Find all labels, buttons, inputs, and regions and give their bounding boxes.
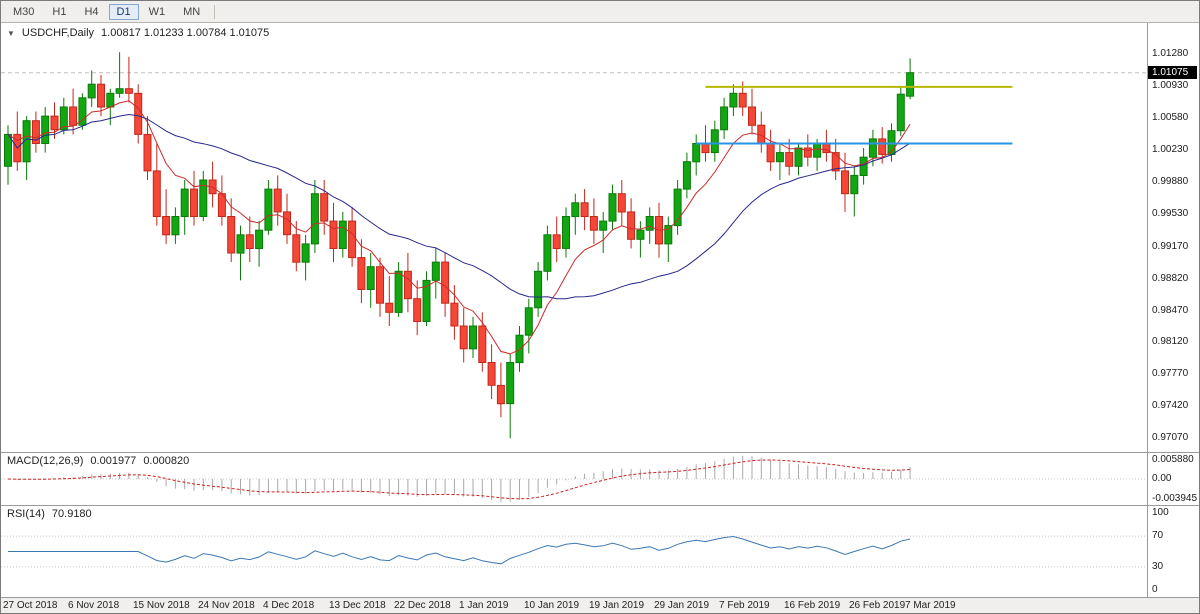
date-tick-label: 7 Feb 2019	[719, 600, 770, 611]
axis-tick-label: 0.98820	[1152, 272, 1189, 284]
axis-tick-label: 1.00930	[1152, 79, 1189, 91]
date-tick-label: 7 Mar 2019	[905, 600, 956, 611]
date-tick-label: 16 Feb 2019	[784, 600, 841, 611]
date-tick-label: 15 Nov 2018	[133, 600, 190, 611]
rsi-header: RSI(14) 70.9180	[7, 508, 92, 520]
macd-axis: 0.005880 0.00 -0.003945	[1147, 453, 1199, 505]
rsi-panel: 100 70 30 0 RSI(14) 70.9180	[1, 505, 1199, 597]
date-tick-label: 13 Dec 2018	[329, 600, 386, 611]
chart-header: ▼ USDCHF,Daily 1.00817 1.01233 1.00784 1…	[7, 27, 269, 39]
time-axis: 27 Oct 2018 6 Nov 2018 15 Nov 2018 24 Nov 2…	[1, 597, 1199, 613]
axis-tick-label: 30	[1152, 560, 1164, 572]
axis-tick-label: 1.00580	[1152, 111, 1189, 123]
axis-tick-label: 0	[1152, 584, 1158, 595]
date-tick-label: 22 Dec 2018	[394, 600, 451, 611]
timeframe-button-m30[interactable]: M30	[5, 4, 42, 20]
axis-tick-label: 0.99530	[1152, 207, 1189, 219]
rsi-axis: 100 70 30 0	[1147, 506, 1199, 597]
price-axis: 1.01280 1.00930 1.00580 1.00230 0.99880 0.995…	[1147, 23, 1199, 452]
macd-label: MACD(12,26,9)	[7, 455, 84, 467]
date-tick-label: 19 Jan 2019	[589, 600, 645, 611]
timeframe-button-mn[interactable]: MN	[175, 4, 208, 20]
price-chart-panel: 1.01280 1.00930 1.00580 1.00230 0.99880 0.995…	[1, 23, 1199, 452]
collapse-triangle-icon[interactable]: ▼	[7, 28, 15, 38]
date-tick-label: 26 Feb 2019	[849, 600, 906, 611]
axis-tick-label: 100	[1152, 507, 1169, 518]
current-price-badge: 1.01075	[1148, 66, 1197, 79]
macd-plot[interactable]	[1, 453, 1147, 505]
axis-tick-label: 1.00230	[1152, 143, 1189, 155]
ohlc-readout: 1.00817 1.01233 1.00784 1.01075	[101, 27, 270, 39]
axis-tick-label: 70	[1152, 530, 1164, 542]
date-tick-label: 1 Jan 2019	[459, 600, 509, 611]
timeframe-toolbar: M30 H1 H4 D1 W1 MN	[1, 1, 1199, 23]
timeframe-button-d1[interactable]: D1	[108, 3, 139, 20]
axis-tick-label: 0.00	[1152, 472, 1172, 484]
date-tick-label: 4 Dec 2018	[263, 600, 315, 611]
axis-tick-label: 0.97420	[1152, 400, 1189, 412]
rsi-label: RSI(14)	[7, 508, 45, 520]
axis-tick-label: 1.01280	[1152, 48, 1189, 60]
candlestick-chart[interactable]	[1, 23, 1147, 452]
rsi-value: 70.9180	[51, 508, 92, 520]
axis-tick-label: -0.003945	[1152, 493, 1198, 504]
macd-signal-value: 0.000820	[143, 455, 190, 467]
axis-tick-label: 0.97070	[1152, 432, 1189, 444]
symbol-timeframe-label: USDCHF,Daily	[21, 27, 95, 39]
date-tick-label: 6 Nov 2018	[68, 600, 120, 611]
macd-header: MACD(12,26,9) 0.001977 0.000820	[7, 455, 189, 467]
axis-tick-label: 0.005880	[1152, 454, 1194, 465]
timeframe-button-h1[interactable]: H1	[44, 4, 74, 20]
axis-tick-label: 0.99170	[1152, 240, 1189, 252]
axis-tick-label: 0.98120	[1152, 336, 1189, 348]
date-tick-label: 27 Oct 2018	[3, 600, 58, 611]
toolbar-divider	[214, 4, 216, 19]
date-tick-label: 29 Jan 2019	[654, 600, 710, 611]
timeframe-button-h4[interactable]: H4	[76, 4, 106, 20]
date-tick-label: 10 Jan 2019	[524, 600, 580, 611]
timeframe-button-w1[interactable]: W1	[141, 4, 174, 20]
date-tick-label: 24 Nov 2018	[198, 600, 255, 611]
axis-tick-label: 0.98470	[1152, 304, 1189, 316]
macd-panel: 0.005880 0.00 -0.003945 MACD(12,26,9) 0.00…	[1, 452, 1199, 505]
axis-tick-label: 0.97770	[1152, 368, 1189, 380]
rsi-plot[interactable]	[1, 506, 1147, 597]
macd-main-value: 0.001977	[90, 455, 137, 467]
axis-tick-label: 0.99880	[1152, 175, 1189, 187]
